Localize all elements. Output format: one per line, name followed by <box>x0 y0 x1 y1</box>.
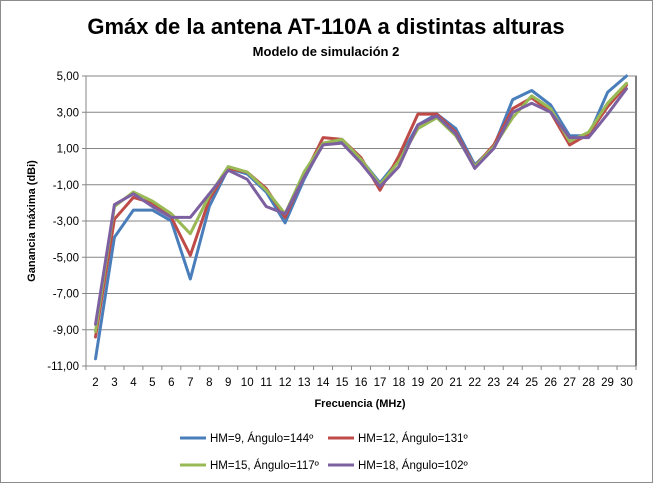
x-tick-label: 7 <box>187 377 193 389</box>
x-tick-label: 5 <box>149 377 155 389</box>
x-tick-label: 24 <box>506 377 519 389</box>
y-tick-label: -9,00 <box>53 325 79 337</box>
series-line-3 <box>94 81 628 334</box>
legend-label-3: HM=15, Ángulo=117º <box>210 459 320 472</box>
x-tick-label: 2 <box>92 377 98 389</box>
y-tick-label: -7,00 <box>53 289 79 301</box>
y-tick-label: -5,00 <box>53 252 79 264</box>
y-axis-ticks: 5,00 3,00 1,00 -1,00 -3,00 -5,00 -7,00 -9,00 -11… <box>47 71 86 373</box>
x-tick-label: 12 <box>279 377 292 389</box>
x-tick-label: 8 <box>206 377 212 389</box>
x-tick-label: 29 <box>601 377 614 389</box>
legend-label-4: HM=18, Ángulo=102º <box>358 459 468 472</box>
y-tick-label: -1,00 <box>53 180 79 192</box>
y-tick-label: -3,00 <box>53 216 79 228</box>
x-tick-label: 17 <box>374 377 387 389</box>
y-tick-label: 5,00 <box>57 71 79 83</box>
x-tick-label: 21 <box>449 377 462 389</box>
x-tick-label: 19 <box>411 377 424 389</box>
x-tick-label: 25 <box>525 377 538 389</box>
x-tick-label: 28 <box>582 377 595 389</box>
x-tick-label: 23 <box>487 377 500 389</box>
y-tick-label: -11,00 <box>47 361 79 373</box>
x-tick-label: 16 <box>355 377 368 389</box>
y-tick-label: 1,00 <box>57 144 79 156</box>
x-tick-label: 6 <box>168 377 174 389</box>
y-axis-label: Ganancia máxima (dBi) <box>26 160 38 282</box>
legend: HM=9, Ángulo=144º HM=12, Ángulo=131º HM=15… <box>180 432 468 472</box>
x-tick-label: 10 <box>241 377 254 389</box>
y-tick-label: 3,00 <box>57 107 79 119</box>
x-tick-label: 13 <box>298 377 311 389</box>
chart-subtitle: Modelo de simulación 2 <box>253 44 400 59</box>
series-line-4 <box>94 87 628 326</box>
x-tick-label: 9 <box>225 377 231 389</box>
legend-label-2: HM=12, Ángulo=131º <box>358 432 468 445</box>
x-tick-label: 14 <box>317 377 330 389</box>
x-tick-label: 3 <box>111 377 117 389</box>
x-tick-label: 15 <box>336 377 349 389</box>
x-tick-label: 4 <box>130 377 137 389</box>
x-tick-label: 18 <box>393 377 406 389</box>
legend-label-1: HM=9, Ángulo=144º <box>210 432 314 445</box>
x-tick-label: 26 <box>544 377 557 389</box>
series-lines <box>94 74 628 361</box>
x-tick-label: 11 <box>260 377 272 389</box>
chart-title: Gmáx de la antena AT-110A a distintas al… <box>87 14 564 39</box>
x-axis-ticks: 2 3 4 5 6 7 8 9 10 11 12 13 14 15 16 17 18 19 20 21 22 23 24 25… <box>85 366 637 389</box>
x-tick-label: 27 <box>563 377 576 389</box>
x-axis-label: Frecuencia (MHz) <box>314 398 405 410</box>
x-tick-label: 22 <box>468 377 481 389</box>
x-tick-label: 20 <box>430 377 443 389</box>
x-tick-label: 30 <box>620 377 633 389</box>
